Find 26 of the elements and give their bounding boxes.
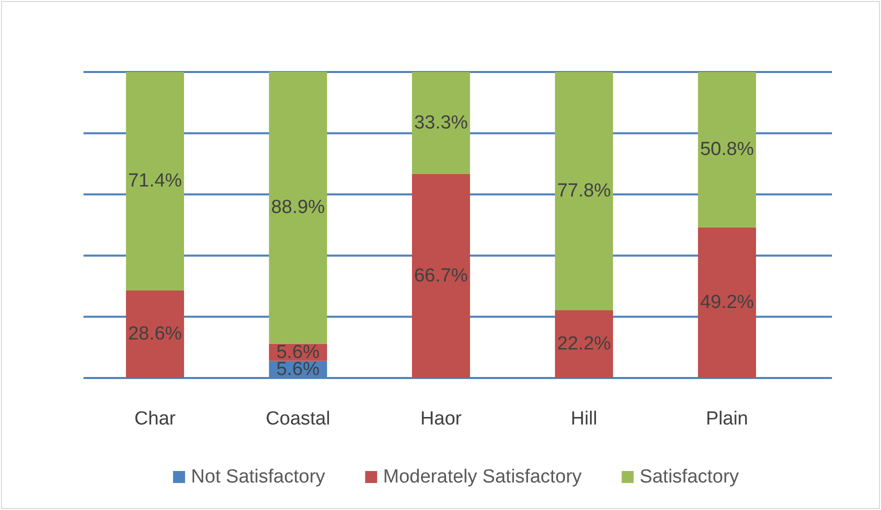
bar bbox=[126, 72, 184, 290]
data-label: 71.4% bbox=[128, 170, 182, 192]
data-label: 49.2% bbox=[700, 292, 754, 314]
x-tick-label: Char bbox=[134, 408, 176, 430]
bar bbox=[126, 290, 184, 378]
legend-label: Not Satisfactory bbox=[191, 466, 326, 488]
bar bbox=[554, 310, 614, 378]
x-tick-label: Plain bbox=[706, 408, 748, 430]
x-tick-label: Hill bbox=[570, 408, 598, 430]
bar bbox=[554, 72, 614, 310]
bar bbox=[412, 174, 470, 378]
x-tick-label: Haor bbox=[420, 408, 462, 430]
data-label: 88.9% bbox=[271, 197, 326, 218]
bar bbox=[698, 72, 756, 228]
legend-label: Moderately Satisfactory bbox=[383, 466, 582, 488]
data-label: 77.8% bbox=[557, 180, 612, 202]
data-label: 66.7% bbox=[414, 265, 468, 286]
bar bbox=[268, 72, 328, 344]
x-tick-label: Coastal bbox=[266, 408, 330, 430]
legend-label: Satisfactory bbox=[640, 466, 740, 488]
bar bbox=[698, 227, 756, 378]
data-label: 28.6% bbox=[128, 324, 182, 345]
bar bbox=[412, 72, 470, 174]
data-label: 50.8% bbox=[700, 139, 754, 160]
data-label: 22.2% bbox=[557, 334, 612, 355]
data-label: 33.3% bbox=[414, 112, 468, 134]
